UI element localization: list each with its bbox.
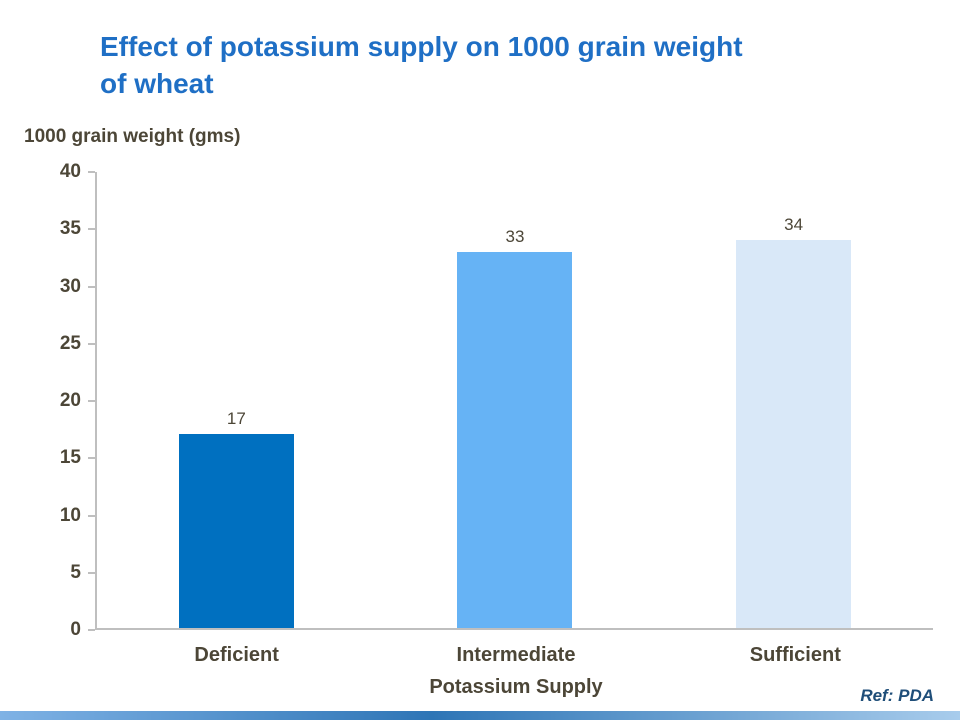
bar-value-label: 34 (784, 215, 804, 235)
y-tick-label: 30 (59, 275, 81, 297)
chart-title: Effect of potassium supply on 1000 grain… (100, 31, 743, 99)
y-tick-label: 5 (70, 561, 81, 583)
bar-slot: 17 (97, 172, 376, 628)
y-tick-mark (88, 342, 95, 345)
plot-area: 17 33 34 (95, 172, 933, 630)
y-tick-mark (88, 514, 95, 517)
reference-note: Ref: PDA (860, 686, 934, 705)
y-tick-label: 10 (59, 504, 81, 526)
bar-sufficient (736, 240, 852, 628)
category-label-sufficient: Sufficient (749, 644, 841, 666)
y-tick-label: 25 (59, 332, 81, 354)
bar-slot: 34 (654, 172, 933, 628)
y-tick-mark (88, 571, 95, 574)
y-tick-mark (88, 285, 95, 288)
bar-intermediate (457, 251, 573, 628)
y-tick-label: 35 (59, 218, 81, 240)
bar-slot: 33 (376, 172, 655, 628)
y-tick-mark (88, 171, 95, 173)
y-tick-mark (88, 228, 95, 231)
y-tick-mark (88, 457, 95, 460)
y-tick-label: 0 (70, 619, 81, 640)
y-tick-mark (88, 400, 95, 402)
y-tick-mark (88, 629, 95, 631)
bar-value-label: 33 (505, 226, 525, 246)
bar-deficient (178, 434, 294, 628)
x-axis-category-labels: Deficient Intermediate Sufficient (97, 644, 935, 667)
y-tick-label: 20 (59, 390, 81, 411)
y-tick-label: 40 (59, 161, 81, 182)
x-axis-title: Potassium Supply (429, 676, 603, 698)
category-label-intermediate: Intermediate (456, 644, 576, 666)
y-tick-label: 15 (59, 447, 81, 469)
category-label-deficient: Deficient (194, 644, 279, 666)
bar-value-label: 17 (226, 409, 246, 429)
chart-area: 40 35 30 25 20 15 10 5 0 17 33 34 (24, 161, 933, 640)
bottom-accent-strip (0, 711, 960, 720)
y-axis-tick-labels: 40 35 30 25 20 15 10 5 0 (24, 161, 95, 640)
y-axis-title: 1000 grain weight (gms) (24, 126, 241, 147)
